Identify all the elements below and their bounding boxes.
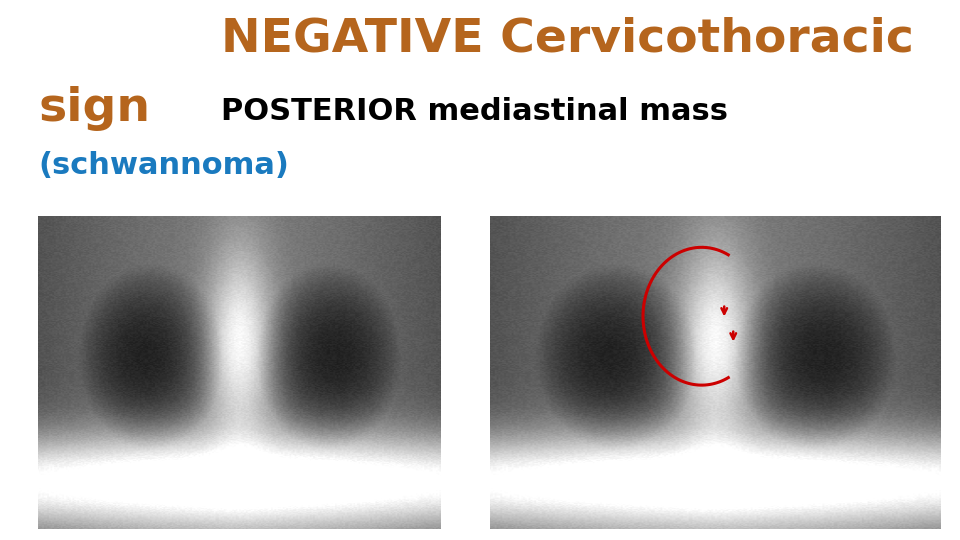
Text: NEGATIVE Cervicothoracic: NEGATIVE Cervicothoracic bbox=[221, 16, 914, 61]
Text: (schwannoma): (schwannoma) bbox=[38, 151, 289, 180]
Text: sign: sign bbox=[38, 86, 151, 131]
Text: POSTERIOR mediastinal mass: POSTERIOR mediastinal mass bbox=[221, 97, 728, 126]
